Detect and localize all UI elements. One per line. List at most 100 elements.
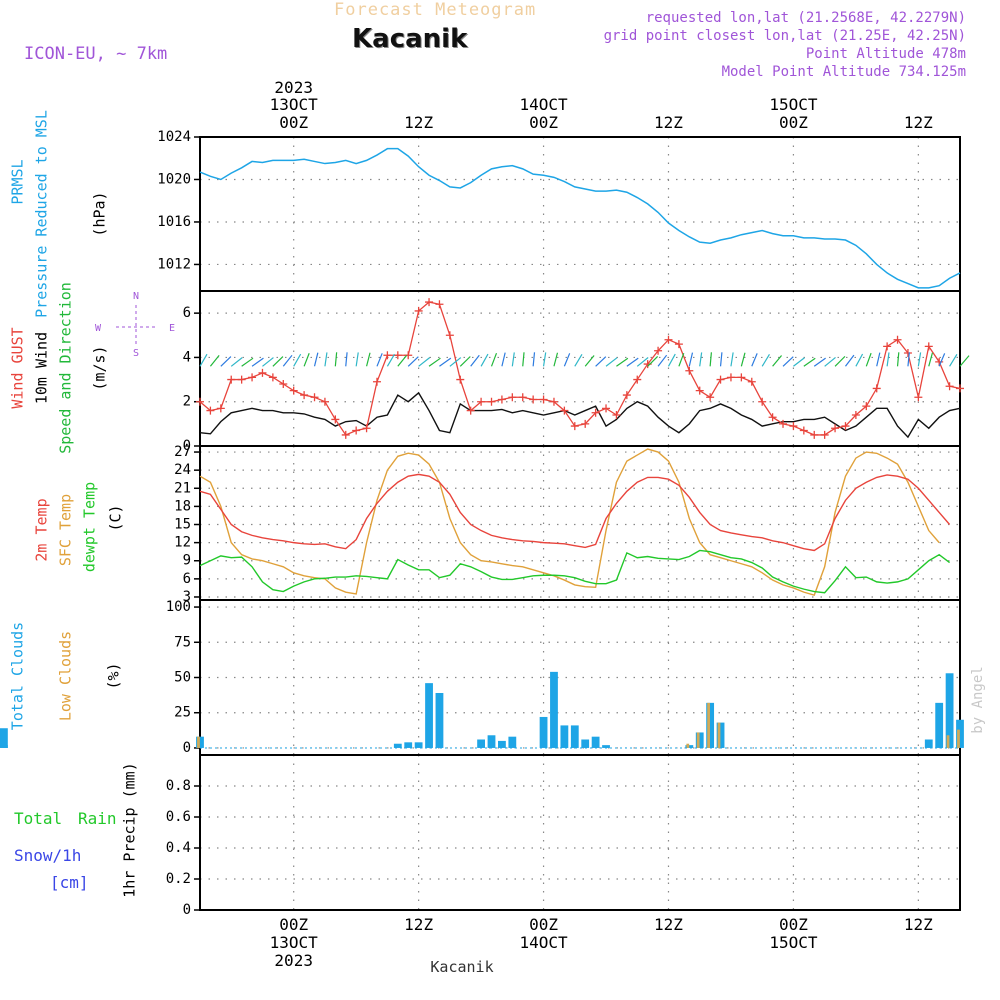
low-cloud-bar (957, 729, 960, 748)
bottom-time-label: 00Z (279, 915, 308, 934)
wind-arrow (324, 352, 328, 367)
wind-arrow (313, 352, 319, 367)
panel-frame (199, 136, 961, 292)
gust-point (258, 368, 267, 377)
wind-arrow (657, 354, 668, 367)
y-tick-label: 1024 (157, 129, 191, 145)
wind-arrow (553, 352, 559, 367)
y-tick-label: 6 (183, 305, 191, 321)
wind-direction-label: Speed and Direction (57, 282, 75, 454)
wind-arrow (667, 353, 676, 367)
gust-point (216, 404, 225, 413)
wind-arrow (636, 357, 649, 367)
gust-point (695, 386, 704, 395)
gust-point (560, 406, 569, 415)
pressure-label: PRMSL (9, 159, 27, 204)
gust-point (352, 426, 361, 435)
gust-point (591, 408, 600, 417)
wind-arrow (345, 352, 348, 367)
top-time-label: 12Z (904, 113, 933, 132)
y-tick-label: 75 (174, 634, 191, 650)
wind-arrow (886, 352, 890, 367)
gust-point (425, 298, 434, 307)
top-date-label: 13OCT (270, 95, 319, 114)
wind-arrow (449, 357, 462, 367)
low-cloud-bar (717, 722, 721, 748)
total-cloud-bar (602, 745, 610, 748)
wind-arrow (647, 356, 659, 367)
total-cloud-bar (508, 736, 517, 748)
total-cloud-bar (477, 739, 485, 748)
gust-point (737, 373, 746, 382)
total-cloud-bar (945, 673, 954, 748)
total-clouds-label: Total Clouds (9, 622, 27, 730)
y-tick-label: 1012 (157, 256, 191, 272)
panel-temp: 3 6 9 12 15 18 21 24 27 (174, 444, 961, 605)
gust-point (633, 375, 642, 384)
panel-wind: 0 2 4 6 (183, 290, 970, 454)
wind-arrow (730, 352, 734, 367)
y-tick-label: 0.8 (166, 778, 191, 794)
total-cloud-bar (685, 745, 694, 748)
wind-arrow (376, 353, 383, 367)
gust-point (789, 422, 798, 431)
footer-location: Kacanik (430, 958, 493, 976)
gust-point (331, 415, 340, 424)
wind-arrow (220, 356, 232, 367)
y-tick-label: 3 (183, 589, 191, 605)
top-date-label: 15OCT (769, 95, 818, 114)
gust-point (518, 393, 527, 402)
precip-ylabel: 1hr Precip (mm) (121, 762, 139, 897)
top-date-label: 14OCT (519, 95, 568, 114)
wind-arrow (616, 357, 629, 367)
series-line-prmsl (199, 147, 961, 289)
gust-point (414, 306, 423, 315)
y-tick-label: 24 (174, 462, 191, 478)
gust-point (685, 366, 694, 375)
gust-point (768, 413, 777, 422)
gust-point (435, 300, 444, 309)
gust-point (279, 380, 288, 388)
wind-arrow (605, 357, 618, 367)
wind-arrow (751, 353, 758, 367)
gust-point (872, 384, 881, 393)
gust-point (799, 426, 808, 435)
gust-point (602, 404, 611, 413)
total-cloud-bar (550, 671, 558, 748)
series-line-10m-wind (199, 391, 961, 439)
wind-arrow (949, 354, 958, 367)
temp-unit: (C) (107, 504, 125, 531)
panel-precip: 0 0.2 0.4 0.6 0.8 (166, 754, 961, 918)
wind-arrow (626, 357, 639, 367)
compass-e: E (169, 323, 175, 334)
chart-title: Forecast Meteogram (334, 0, 537, 20)
temp-2m-label: 2m Temp (33, 498, 51, 561)
gust-point (268, 373, 277, 382)
y-tick-label: 25 (174, 705, 191, 721)
precip-rain-label: Rain (78, 809, 117, 828)
y-tick-label: 0 (183, 902, 191, 918)
wind-arrow (209, 354, 220, 367)
compass-icon (116, 305, 156, 347)
y-tick-label: 0 (183, 740, 191, 756)
wind-arrow (574, 353, 583, 367)
low-cloud-bar (686, 743, 690, 748)
bottom-time-label: 12Z (904, 915, 933, 934)
y-tick-label: 21 (174, 480, 191, 496)
wind-arrow (959, 355, 970, 367)
total-cloud-bar (956, 719, 964, 748)
gust-point (862, 402, 871, 411)
wind-arrow (834, 355, 846, 367)
total-cloud-bar (393, 743, 402, 748)
wind-arrow (272, 356, 284, 367)
wind-arrow (262, 357, 274, 367)
gust-point (320, 397, 329, 406)
total-cloud-bar (404, 742, 413, 748)
gust-point (456, 375, 465, 384)
bottom-time-label: 12Z (404, 915, 433, 934)
total-cloud-bar (570, 725, 579, 748)
wind-10m-label: 10m Wind (33, 332, 51, 404)
compass-w: W (95, 323, 102, 334)
wind-arrow (688, 352, 694, 367)
